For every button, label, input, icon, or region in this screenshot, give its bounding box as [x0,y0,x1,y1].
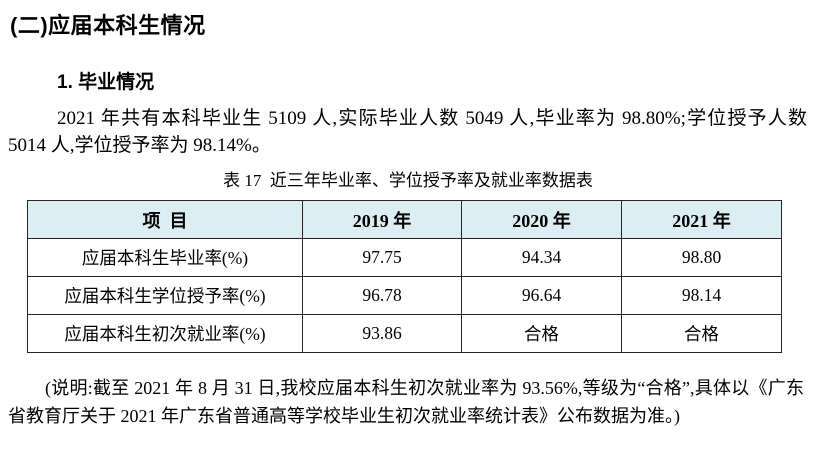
table-cell: 93.86 [302,314,462,353]
column-header-2019: 2019 年 [302,200,462,239]
column-header-2020: 2020 年 [461,200,622,239]
table-row-graduation-rate: 应届本科生毕业率(%) 97.75 94.34 98.80 [27,238,782,277]
row-label: 应届本科生毕业率(%) [27,238,303,277]
table-caption: 表 17 近三年毕业率、学位授予率及就业率数据表 [223,171,593,190]
column-header-2021: 2021 年 [621,200,782,239]
graduation-data-table: 项 目 2019 年 2020 年 2021 年 应届本科生毕业率(%) 97.… [27,200,782,353]
table-cell: 合格 [461,314,622,353]
row-label: 应届本科生初次就业率(%) [27,314,303,353]
table-header-row: 项 目 2019 年 2020 年 2021 年 [27,200,782,239]
table-row-degree-rate: 应届本科生学位授予率(%) 96.78 96.64 98.14 [27,276,782,315]
table-row-employment-rate: 应届本科生初次就业率(%) 93.86 合格 合格 [27,314,782,353]
table-cell: 98.14 [621,276,782,315]
table-cell: 96.64 [461,276,622,315]
body-paragraph: 2021 年共有本科毕业生 5109 人,实际毕业人数 5049 人,毕业率为 … [8,108,807,156]
table-cell: 96.78 [302,276,462,315]
table-cell: 97.75 [302,238,462,277]
section-heading-graduation: 1. 毕业情况 [57,72,155,93]
page-title: (二)应届本科生情况 [10,13,206,38]
row-label: 应届本科生学位授予率(%) [27,276,303,315]
column-header-item: 项 目 [27,200,303,239]
table-cell: 98.80 [621,238,782,277]
table-cell: 94.34 [461,238,622,277]
table-cell: 合格 [621,314,782,353]
note-text: (说明:截至 2021 年 8 月 31 日,我校应届本科生初次就业率为 93.… [8,378,804,426]
